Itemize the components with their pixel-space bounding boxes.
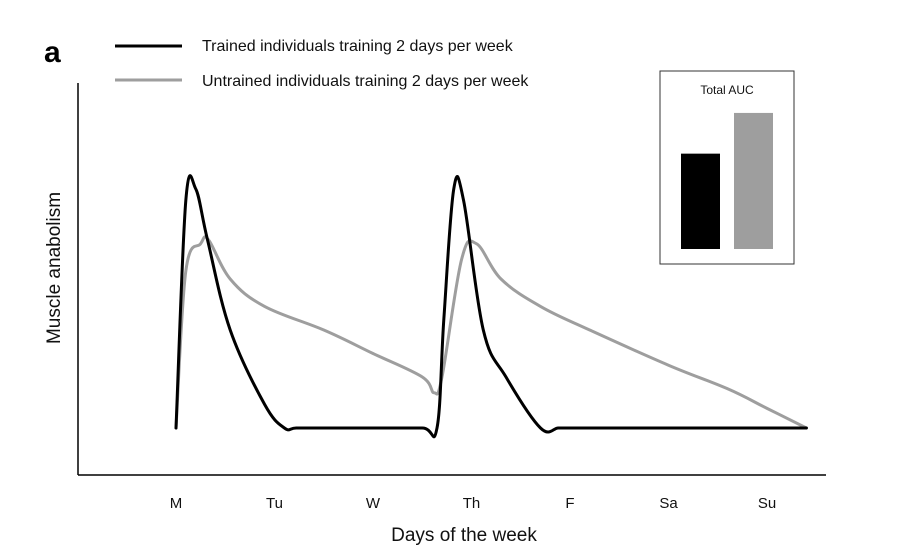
series-line-untrained — [174, 235, 808, 430]
y-axis-title: Muscle anabolism — [44, 192, 65, 344]
x-tick-label: Tu — [266, 495, 283, 512]
inset-bars — [681, 112, 773, 249]
x-tick-label: F — [565, 495, 574, 512]
x-tick-label: M — [170, 495, 183, 512]
panel-label: a — [44, 36, 61, 69]
x-tick-label: Su — [758, 495, 776, 512]
series-line-trained — [174, 174, 808, 439]
legend: Trained individuals training 2 days per … — [115, 38, 529, 90]
auc-bar-trained — [681, 153, 720, 249]
x-tick-label: W — [366, 495, 381, 512]
plot-area — [174, 174, 808, 439]
x-tick-labels: M Tu W Th F Sa Su — [170, 495, 776, 512]
x-tick-label: Th — [463, 495, 481, 512]
x-axis-title: Days of the week — [391, 525, 537, 546]
x-tick-label: Sa — [659, 495, 678, 512]
inset-chart: Total AUC — [659, 70, 795, 265]
inset-title: Total AUC — [700, 83, 754, 97]
auc-bar-untrained — [734, 112, 773, 249]
inset-frame — [659, 70, 795, 265]
legend-label-trained: Trained individuals training 2 days per … — [202, 38, 514, 55]
legend-label-untrained: Untrained individuals training 2 days pe… — [202, 73, 529, 90]
